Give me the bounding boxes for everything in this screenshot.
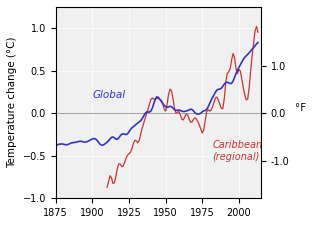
Text: Global: Global: [92, 90, 126, 100]
Y-axis label: °F: °F: [295, 103, 306, 113]
Text: Caribbean
(regional): Caribbean (regional): [213, 140, 263, 162]
Y-axis label: Temperature change (°C): Temperature change (°C): [7, 37, 17, 168]
